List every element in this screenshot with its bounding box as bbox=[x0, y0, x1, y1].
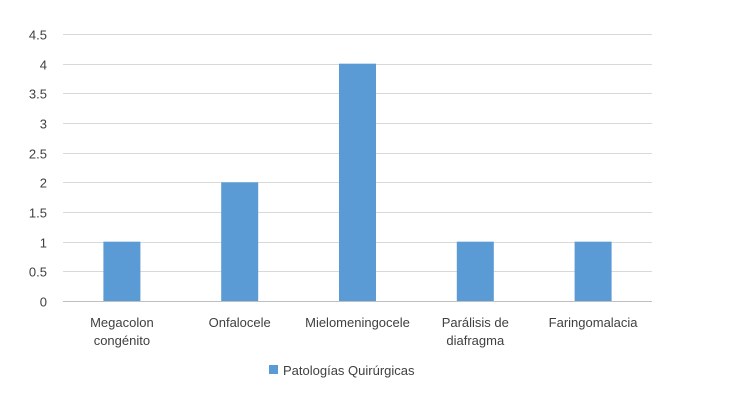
y-tick-label: 0 bbox=[40, 295, 47, 310]
legend: Patologías Quirúrgicas bbox=[269, 363, 415, 378]
y-axis-ticks: 0 0.5 1 1.5 2 2.5 3 3.5 4 4.5 bbox=[29, 28, 47, 310]
bar bbox=[339, 63, 376, 301]
y-tick-label: 1 bbox=[40, 236, 47, 251]
legend-label: Patologías Quirúrgicas bbox=[283, 363, 415, 378]
bar bbox=[221, 182, 259, 301]
x-tick-label: Mielomeningocele bbox=[305, 315, 410, 330]
y-tick-label: 2.5 bbox=[29, 147, 47, 162]
y-tick-label: 2 bbox=[40, 176, 47, 191]
x-tick-label: Onfalocele bbox=[209, 315, 271, 330]
y-tick-label: 0.5 bbox=[29, 265, 47, 280]
y-tick-label: 4.5 bbox=[29, 28, 47, 43]
y-tick-label: 3 bbox=[40, 117, 47, 132]
bars bbox=[103, 63, 612, 301]
legend-swatch bbox=[269, 365, 278, 374]
y-tick-label: 1.5 bbox=[29, 206, 47, 221]
x-tick-label: Parálisis de diafragma bbox=[442, 315, 509, 348]
x-tick-label: Megacolon congénito bbox=[90, 315, 154, 348]
y-tick-label: 4 bbox=[40, 58, 47, 73]
x-axis-ticks: Megacolon congénito Onfalocele Mielomeningo… bbox=[90, 315, 638, 348]
y-tick-label: 3.5 bbox=[29, 87, 47, 102]
x-tick-label: Faringomalacia bbox=[549, 315, 639, 330]
bar bbox=[103, 241, 141, 301]
bar bbox=[456, 241, 494, 301]
bar bbox=[574, 241, 612, 301]
